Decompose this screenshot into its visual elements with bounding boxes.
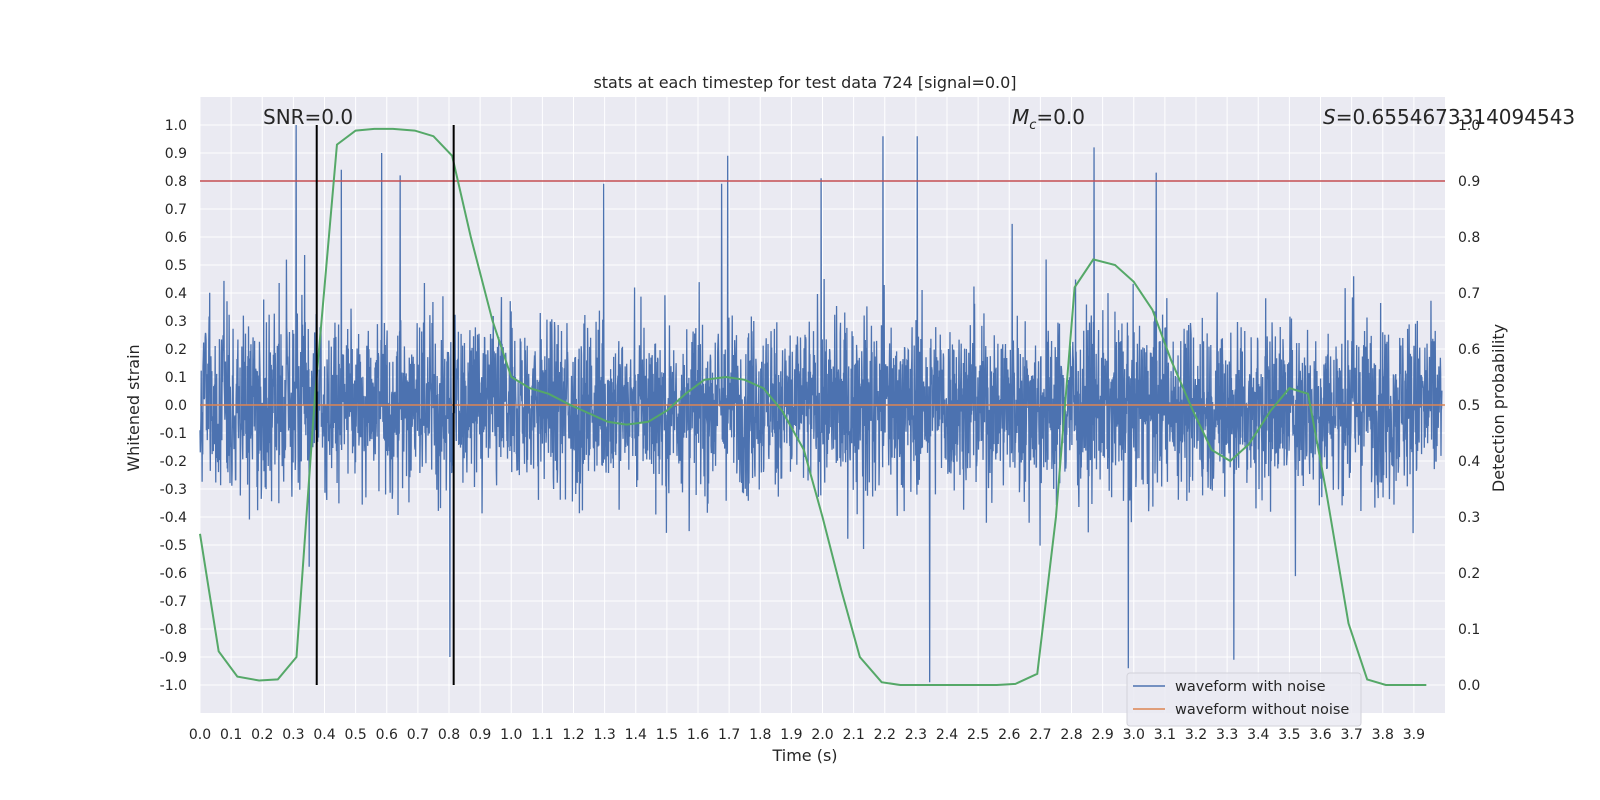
x-tick-label: 1.6 bbox=[687, 727, 709, 743]
y2-tick-label: 0.1 bbox=[1458, 622, 1480, 638]
x-axis-label: Time (s) bbox=[771, 746, 837, 765]
x-tick-label: 2.2 bbox=[874, 727, 896, 743]
y2-tick-label: 0.9 bbox=[1458, 174, 1480, 190]
y2-tick-label: 0.7 bbox=[1458, 286, 1480, 302]
y-tick-label: 0.5 bbox=[165, 258, 187, 274]
x-tick-label: 2.0 bbox=[811, 727, 833, 743]
vertical-markers bbox=[315, 125, 455, 685]
snr-annotation: SNR=0.0 bbox=[263, 105, 353, 129]
s-symbol: S bbox=[1323, 105, 1336, 129]
x-tick-label: 0.5 bbox=[344, 727, 366, 743]
y2-tick-label: 0.3 bbox=[1458, 510, 1480, 526]
x-tick-label: 0.4 bbox=[313, 727, 335, 743]
probability-series-line bbox=[199, 127, 1427, 686]
x-tick-label: 0.1 bbox=[220, 727, 242, 743]
y2-tick-label: 0.5 bbox=[1458, 398, 1480, 414]
legend-box bbox=[1126, 672, 1362, 727]
y-tick-label: -0.7 bbox=[160, 594, 187, 610]
y-tick-label: -0.2 bbox=[160, 454, 187, 470]
x-tick-label: 2.9 bbox=[1091, 727, 1113, 743]
x-tick-label: 1.2 bbox=[562, 727, 584, 743]
x-tick-label: 3.3 bbox=[1216, 727, 1238, 743]
y2-tick-label: 0.2 bbox=[1458, 566, 1480, 582]
mc-value: =0.0 bbox=[1036, 105, 1085, 129]
y-tick-label: -0.9 bbox=[160, 650, 187, 666]
y2-tick-label: 0.6 bbox=[1458, 342, 1480, 358]
y-axis-label: Whitened strain bbox=[124, 344, 143, 471]
mc-symbol: M bbox=[1012, 105, 1029, 129]
x-tick-label: 2.4 bbox=[936, 727, 958, 743]
x-tick-label: 0.6 bbox=[376, 727, 398, 743]
x-tick-label: 3.4 bbox=[1247, 727, 1269, 743]
axis-ticks: 0.0 0.1 0.2 0.3 0.4 0.5 0.6 0.7 0.8 0.9 1.0 1.1 1.2 1… bbox=[160, 118, 1481, 743]
y-tick-label: -0.1 bbox=[160, 426, 187, 442]
y-tick-label: -0.4 bbox=[160, 510, 187, 526]
x-tick-label: 0.2 bbox=[251, 727, 273, 743]
y-tick-label: 0.9 bbox=[165, 146, 187, 162]
x-tick-label: 3.7 bbox=[1340, 727, 1362, 743]
x-tick-label: 3.5 bbox=[1278, 727, 1300, 743]
x-tick-label: 2.5 bbox=[967, 727, 989, 743]
y-tick-label: -0.6 bbox=[160, 566, 187, 582]
y-tick-label: 1.0 bbox=[165, 118, 187, 134]
y2-tick-label: 0.0 bbox=[1458, 678, 1480, 694]
y-tick-label: 0.6 bbox=[165, 230, 187, 246]
x-tick-label: 1.3 bbox=[593, 727, 615, 743]
y-tick-label: -0.5 bbox=[160, 538, 187, 554]
mc-subscript: c bbox=[1029, 118, 1036, 133]
y-tick-label: 0.3 bbox=[165, 314, 187, 330]
x-tick-label: 2.1 bbox=[842, 727, 864, 743]
x-tick-label: 2.7 bbox=[1029, 727, 1051, 743]
x-tick-label: 2.3 bbox=[905, 727, 927, 743]
probability-curve bbox=[199, 127, 1427, 686]
y-tick-label: 0.2 bbox=[165, 342, 187, 358]
x-tick-label: 3.2 bbox=[1185, 727, 1207, 743]
legend: waveform with noise waveform without noi… bbox=[1126, 672, 1362, 727]
y2-tick-label: 0.4 bbox=[1458, 454, 1480, 470]
y-tick-label: -1.0 bbox=[160, 678, 187, 694]
x-tick-label: 1.7 bbox=[718, 727, 740, 743]
legend-label-clean: waveform without noise bbox=[1175, 702, 1349, 718]
x-tick-label: 2.8 bbox=[1060, 727, 1082, 743]
x-tick-label: 3.8 bbox=[1372, 727, 1394, 743]
x-tick-label: 0.8 bbox=[438, 727, 460, 743]
chart-title: stats at each timestep for test data 724… bbox=[593, 73, 1016, 92]
y-tick-label: -0.3 bbox=[160, 482, 187, 498]
y2-tick-label: 0.8 bbox=[1458, 230, 1480, 246]
x-tick-label: 1.4 bbox=[625, 727, 647, 743]
y2-axis-label: Detection probability bbox=[1489, 324, 1508, 492]
x-tick-label: 0.3 bbox=[282, 727, 304, 743]
y-tick-label: 0.1 bbox=[165, 370, 187, 386]
y-tick-label: -0.8 bbox=[160, 622, 187, 638]
x-tick-label: 0.7 bbox=[407, 727, 429, 743]
x-tick-label: 0.9 bbox=[469, 727, 491, 743]
x-tick-label: 1.8 bbox=[749, 727, 771, 743]
x-tick-label: 3.0 bbox=[1123, 727, 1145, 743]
y-tick-label: 0.0 bbox=[165, 398, 187, 414]
x-tick-label: 2.6 bbox=[998, 727, 1020, 743]
y-tick-label: 0.8 bbox=[165, 174, 187, 190]
x-tick-label: 3.6 bbox=[1309, 727, 1331, 743]
x-tick-label: 3.1 bbox=[1154, 727, 1176, 743]
legend-label-noise: waveform with noise bbox=[1175, 679, 1326, 695]
mc-annotation: Mc=0.0 bbox=[1012, 105, 1085, 133]
y2-tick-label: 1.0 bbox=[1458, 118, 1480, 134]
x-tick-label: 1.9 bbox=[780, 727, 802, 743]
s-annotation: S=0.6554673314094543 bbox=[1323, 105, 1575, 129]
x-tick-label: 1.5 bbox=[656, 727, 678, 743]
y-tick-label: 0.4 bbox=[165, 286, 187, 302]
s-value: =0.6554673314094543 bbox=[1336, 105, 1575, 129]
y-tick-label: 0.7 bbox=[165, 202, 187, 218]
x-tick-label: 1.0 bbox=[500, 727, 522, 743]
x-tick-label: 0.0 bbox=[189, 727, 211, 743]
x-tick-label: 1.1 bbox=[531, 727, 553, 743]
x-tick-label: 3.9 bbox=[1403, 727, 1425, 743]
